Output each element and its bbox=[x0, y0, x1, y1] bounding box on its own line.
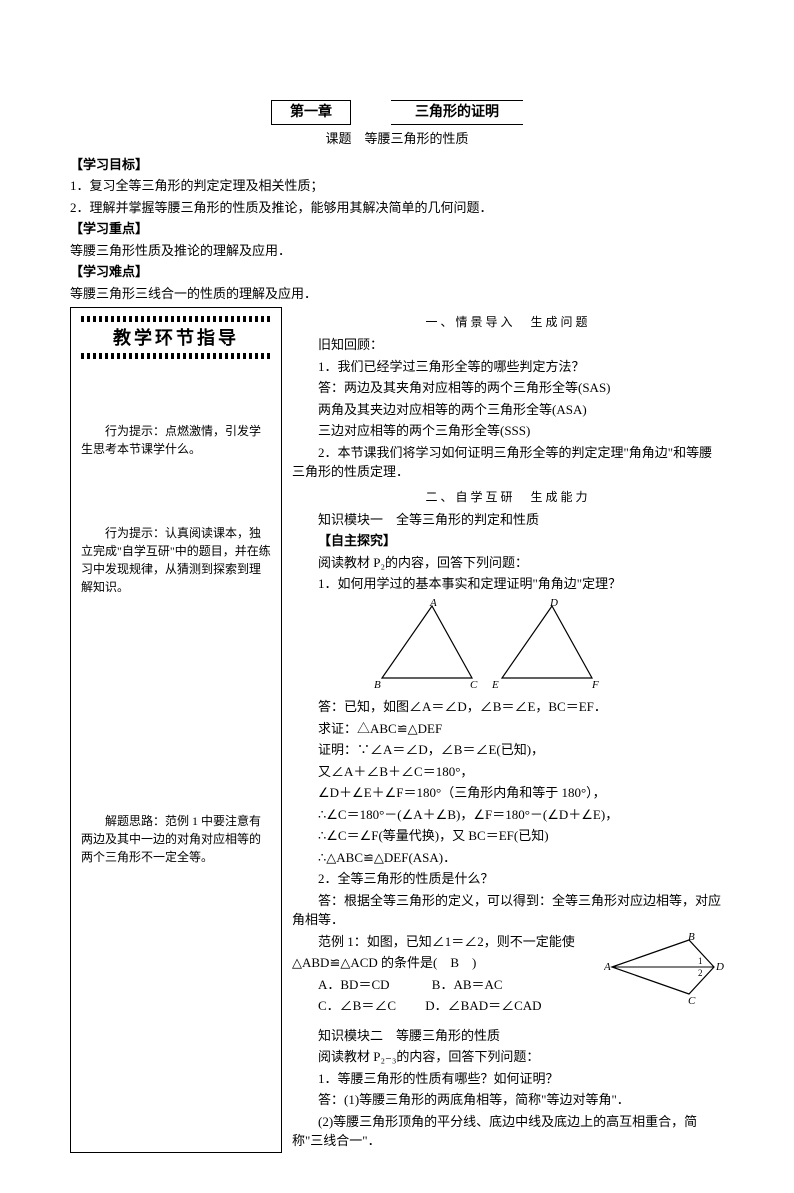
option-a: A．BD＝CD bbox=[318, 977, 390, 992]
svg-text:B: B bbox=[688, 932, 695, 943]
answer-isosceles-2: (2)等腰三角形顶角的平分线、底边中线及底边上的高互相重合，简称"三线合一"． bbox=[292, 1112, 724, 1151]
decorative-wave bbox=[81, 353, 271, 359]
objectives-heading: 【学习目标】 bbox=[70, 155, 724, 175]
svg-text:D: D bbox=[715, 961, 724, 973]
svg-text:A: A bbox=[429, 598, 437, 609]
chapter-label: 第一章 bbox=[271, 100, 351, 125]
two-triangles-svg: A B C D E F bbox=[372, 598, 612, 688]
intro-block: 【学习目标】 1．复习全等三角形的判定定理及相关性质； 2．理解并掌握等腰三角形… bbox=[70, 155, 724, 304]
review-label: 旧知回顾： bbox=[292, 335, 724, 355]
main-content: 一、情景导入 生成问题 旧知回顾： 1．我们已经学过三角形全等的哪些判定方法？ … bbox=[292, 307, 724, 1153]
svg-text:D: D bbox=[549, 598, 558, 609]
difficulty-text: 等腰三角形三线合一的性质的理解及应用． bbox=[70, 284, 724, 304]
ans-asa: 两角及其夹边对应相等的两个三角形全等(ASA) bbox=[292, 400, 724, 420]
section-1-head: 一、情景导入 生成问题 bbox=[292, 313, 724, 331]
objective-1: 1．复习全等三角形的判定定理及相关性质； bbox=[70, 176, 724, 196]
sidebar-tip-1: 行为提示：点燃激情，引发学生思考本节课学什么。 bbox=[81, 422, 271, 458]
sidebar: 教学环节指导 行为提示：点燃激情，引发学生思考本节课学什么。 行为提示：认真阅读… bbox=[70, 307, 282, 1153]
given: 答：已知，如图∠A＝∠D，∠B＝∠E，BC＝EF． bbox=[292, 697, 724, 717]
chapter-title: 三角形的证明 bbox=[391, 100, 523, 125]
read-instruction-2: 阅读教材 P₂₋₃的内容，回答下列问题： bbox=[292, 1047, 724, 1067]
triangle-figures: A B C D E F bbox=[372, 598, 724, 694]
kite-figure: A B D C 1 2 bbox=[604, 932, 724, 1018]
to-prove: 求证：△ABC≌△DEF bbox=[292, 719, 724, 739]
subtitle: 课题 等腰三角形的性质 bbox=[70, 129, 724, 149]
question-properties: 2．全等三角形的性质是什么？ bbox=[292, 869, 724, 889]
ans-sas: 答：两边及其夹角对应相等的两个三角形全等(SAS) bbox=[292, 378, 724, 398]
module-1-title: 知识模块一 全等三角形的判定和性质 bbox=[292, 510, 724, 530]
read-instruction-1: 阅读教材 P₂的内容，回答下列问题： bbox=[292, 553, 724, 573]
q-congruence-methods: 1．我们已经学过三角形全等的哪些判定方法？ bbox=[292, 357, 724, 377]
proof-line-1: 证明：∵∠A＝∠D，∠B＝∠E(已知)， bbox=[292, 740, 724, 760]
sidebar-title: 教学环节指导 bbox=[81, 325, 271, 352]
proof-line-4: ∴∠C＝180°－(∠A＋∠B)，∠F＝180°－(∠D＋∠E)， bbox=[292, 805, 724, 825]
svg-text:B: B bbox=[374, 679, 381, 688]
proof-line-5: ∴∠C＝∠F(等量代换)，又 BC＝EF(已知) bbox=[292, 826, 724, 846]
answer-properties: 答：根据全等三角形的定义，可以得到：全等三角形对应边相等，对应角相等． bbox=[292, 891, 724, 930]
question-isosceles: 1．等腰三角形的性质有哪些？如何证明？ bbox=[292, 1069, 724, 1089]
svg-text:A: A bbox=[604, 961, 611, 973]
svg-text:F: F bbox=[591, 679, 599, 688]
svg-text:2: 2 bbox=[698, 968, 703, 978]
self-study-label: 【自主探究】 bbox=[292, 531, 724, 551]
sidebar-tip-3: 解题思路：范例 1 中要注意有两边及其中一边的对角对应相等的两个三角形不一定全等… bbox=[81, 812, 271, 866]
objective-2: 2．理解并掌握等腰三角形的性质及推论，能够用其解决简单的几何问题． bbox=[70, 198, 724, 218]
option-b: B．AB＝AC bbox=[432, 977, 503, 992]
option-d: D．∠BAD＝∠CAD bbox=[425, 998, 541, 1013]
sidebar-tip-2: 行为提示：认真阅读课本，独立完成"自学互研"中的题目，并在练习中发现规律，从猜测… bbox=[81, 524, 271, 596]
section-2-head: 二、自学互研 生成能力 bbox=[292, 488, 724, 506]
lesson-goal: 2．本节课我们将学习如何证明三角形全等的判定定理"角角边"和等腰三角形的性质定理… bbox=[292, 443, 724, 482]
difficulty-heading: 【学习难点】 bbox=[70, 262, 724, 282]
answer-isosceles-1: 答：(1)等腰三角形的两底角相等，简称"等边对等角"． bbox=[292, 1090, 724, 1110]
svg-text:1: 1 bbox=[698, 956, 703, 966]
decorative-wave bbox=[81, 316, 271, 322]
focus-text: 等腰三角形性质及推论的理解及应用． bbox=[70, 241, 724, 261]
svg-text:C: C bbox=[470, 679, 478, 688]
kite-svg: A B D C 1 2 bbox=[604, 932, 724, 1012]
proof-line-2: 又∠A＋∠B＋∠C＝180°， bbox=[292, 762, 724, 782]
option-c: C．∠B＝∠C bbox=[318, 998, 396, 1013]
ans-sss: 三边对应相等的两个三角形全等(SSS) bbox=[292, 421, 724, 441]
question-aas: 1．如何用学过的基本事实和定理证明"角角边"定理？ bbox=[292, 574, 724, 594]
svg-text:E: E bbox=[491, 679, 499, 688]
focus-heading: 【学习重点】 bbox=[70, 219, 724, 239]
svg-text:C: C bbox=[688, 995, 696, 1007]
proof-line-6: ∴△ABC≌△DEF(ASA)． bbox=[292, 848, 724, 868]
module-2-title: 知识模块二 等腰三角形的性质 bbox=[292, 1026, 724, 1046]
proof-line-3: ∠D＋∠E＋∠F＝180°（三角形内角和等于 180°）， bbox=[292, 783, 724, 803]
